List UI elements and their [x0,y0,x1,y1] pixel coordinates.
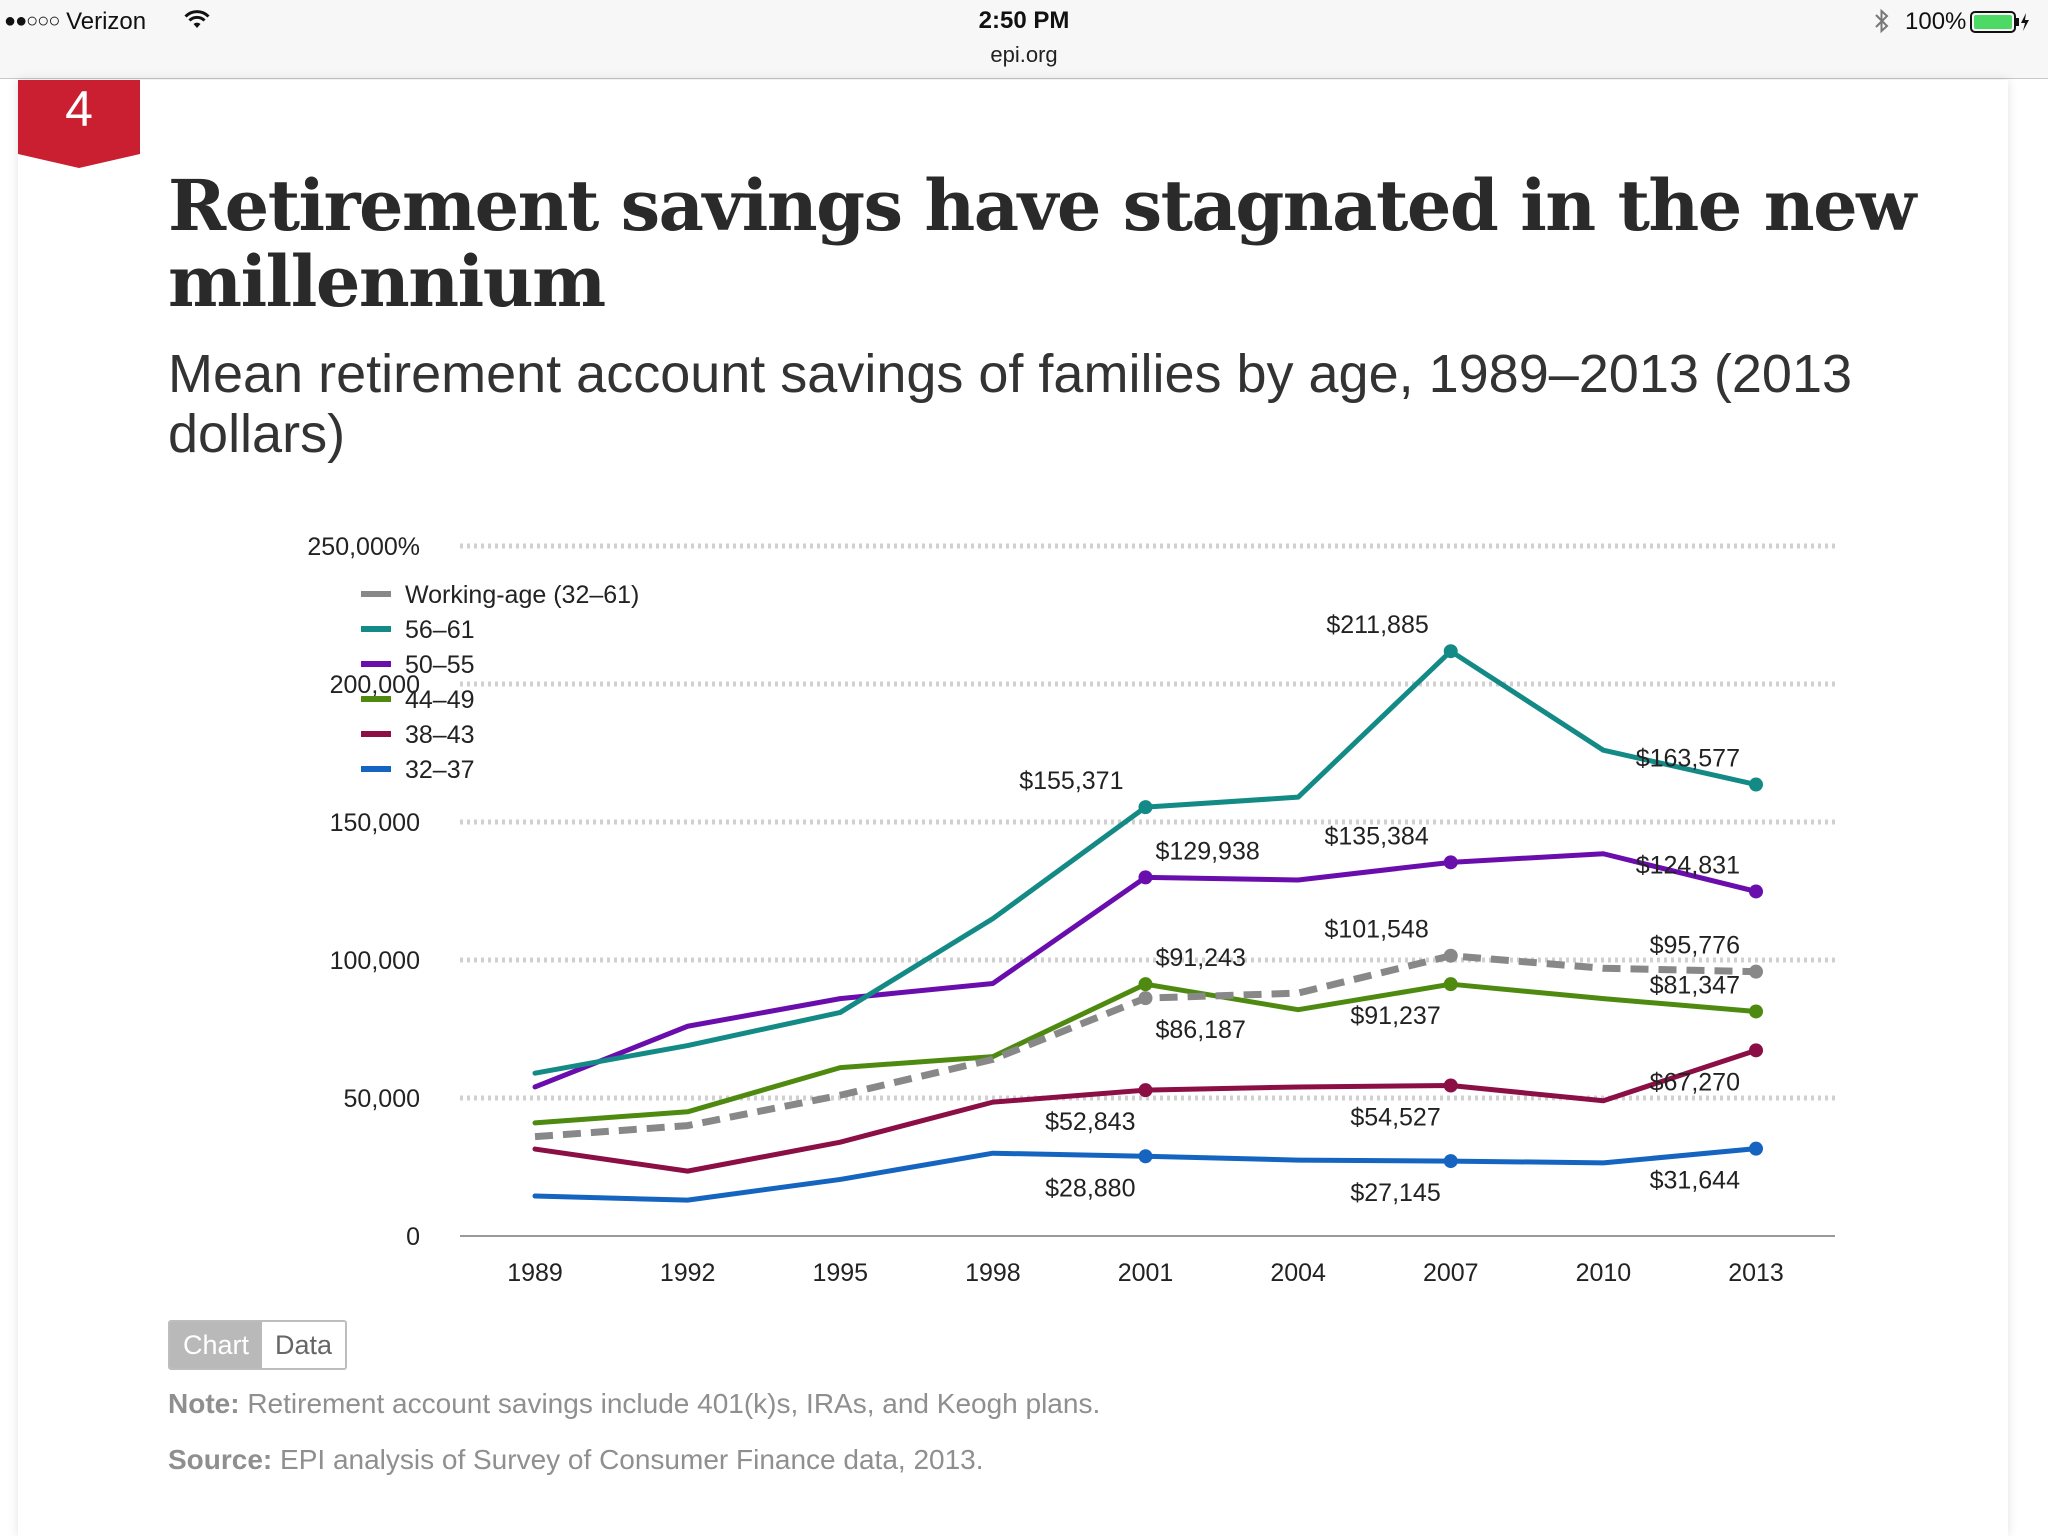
data-point[interactable] [1443,948,1458,963]
chart-view-button[interactable]: Chart [170,1322,263,1368]
legend-label: 38–43 [405,721,475,749]
data-point[interactable] [1138,991,1153,1006]
x-tick-label: 2007 [1423,1259,1479,1287]
data-point[interactable] [1138,1149,1153,1164]
data-point[interactable] [1749,777,1763,792]
data-label: $91,243 [1156,944,1246,972]
data-label: $163,577 [1636,745,1740,773]
data-point[interactable] [1443,855,1458,870]
data-label: $86,187 [1156,1016,1246,1044]
data-label: $101,548 [1324,916,1428,944]
x-tick-label: 1995 [812,1259,868,1287]
chart-data-toggle: Chart Data [168,1320,348,1370]
source-text: EPI analysis of Survey of Consumer Finan… [280,1444,984,1475]
note-label: Note: [168,1388,240,1419]
clock: 2:50 PM [978,7,1070,34]
series-markers [1138,644,1763,1169]
gridlines [460,543,1835,1237]
figure-card [18,80,2008,1536]
legend-swatch [361,626,391,632]
legend-swatch [361,696,391,702]
x-axis: 1989 1992 1995 1998 2001 2004 2007 2010 2013 [507,1259,1784,1287]
data-point[interactable] [1138,1083,1153,1098]
line-chart: 0 50,000 100,000 150,000 200,000 250,000% 198… [307,533,1835,1287]
data-label: $31,644 [1650,1167,1740,1195]
figure-number-badge [18,80,140,168]
data-label: $95,776 [1650,932,1740,960]
x-tick-label: 2010 [1576,1259,1632,1287]
y-tick-label: 150,000 [330,809,420,837]
data-labels: $155,371 $211,885 $163,577 $129,938 $135,384… [1019,611,1740,1207]
data-label: $135,384 [1324,822,1428,850]
data-point[interactable] [1749,1043,1763,1058]
data-point[interactable] [1749,884,1763,899]
figure-number: 4 [65,81,93,137]
data-label: $27,145 [1350,1179,1440,1207]
carrier-indicator: ●●○○○ Verizon [4,8,146,36]
bluetooth-icon [1875,8,1889,34]
address-bar-url[interactable]: epi.org [990,42,1058,67]
x-tick-label: 1992 [660,1259,716,1287]
x-tick-label: 2004 [1270,1259,1326,1287]
x-tick-label: 1998 [965,1259,1021,1287]
status-bar: ●●○○○ Verizon 2:50 PM epi.org 100% [0,0,2048,79]
data-point[interactable] [1138,870,1153,885]
legend: Working-age (32–61) 56–61 50–55 44–49 38–43 3… [361,581,639,784]
data-point[interactable] [1443,1078,1458,1093]
chart-source: Source: EPI analysis of Survey of Consum… [168,1444,984,1476]
y-axis: 0 50,000 100,000 150,000 200,000 250,000% [307,533,420,1251]
x-tick-label: 2013 [1728,1259,1784,1287]
battery-icon [1970,11,2029,33]
note-text: Retirement account savings include 401(k… [247,1388,1101,1419]
data-label: $54,527 [1350,1104,1440,1132]
wifi-icon [184,10,210,28]
data-label: $155,371 [1019,767,1123,795]
legend-label: 50–55 [405,651,475,679]
carrier-name: Verizon [66,8,147,35]
y-tick-label: 200,000 [330,671,420,699]
legend-swatch [361,591,391,597]
data-point[interactable] [1749,1004,1763,1019]
x-tick-label: 1989 [507,1259,563,1287]
x-tick-label: 2001 [1118,1259,1174,1287]
chart-subtitle: Mean retirement account savings of famil… [168,344,1853,464]
data-label: $129,938 [1156,837,1260,865]
data-label: $81,347 [1650,971,1740,999]
data-point[interactable] [1138,977,1153,992]
y-tick-label: 50,000 [344,1085,420,1113]
data-label: $91,237 [1350,1002,1440,1030]
data-point[interactable] [1443,1154,1458,1169]
y-tick-label: 0 [406,1223,420,1251]
legend-label: 56–61 [405,616,475,644]
data-label: $28,880 [1045,1174,1135,1202]
data-label: $52,843 [1045,1108,1135,1136]
legend-label: 32–37 [405,756,475,784]
series-lines [532,648,1759,1203]
battery-percentage: 100% [1905,8,1967,35]
y-tick-label: 100,000 [330,947,420,975]
data-label: $211,885 [1326,611,1428,639]
legend-swatch [361,766,391,772]
data-label: $124,831 [1636,851,1740,879]
signal-strength-icon: ●●○○○ [4,10,60,32]
data-view-button[interactable]: Data [262,1322,346,1368]
series-line-56–61 [532,648,1759,1076]
y-tick-label: 250,000% [307,533,420,561]
legend-swatch [361,731,391,737]
data-point[interactable] [1749,964,1763,979]
data-point[interactable] [1443,977,1458,992]
chart-title: Retirement savings have stagnated in the… [168,164,1916,323]
data-point[interactable] [1138,800,1153,815]
legend-label: 44–49 [405,686,475,714]
source-label: Source: [168,1444,273,1475]
series-line-50–55 [532,851,1759,1090]
data-point[interactable] [1443,644,1458,659]
chart-note: Note: Retirement account savings include… [168,1388,1100,1420]
legend-label: Working-age (32–61) [405,581,639,609]
data-point[interactable] [1749,1141,1763,1156]
data-label: $67,270 [1650,1068,1740,1096]
legend-swatch [361,661,391,667]
